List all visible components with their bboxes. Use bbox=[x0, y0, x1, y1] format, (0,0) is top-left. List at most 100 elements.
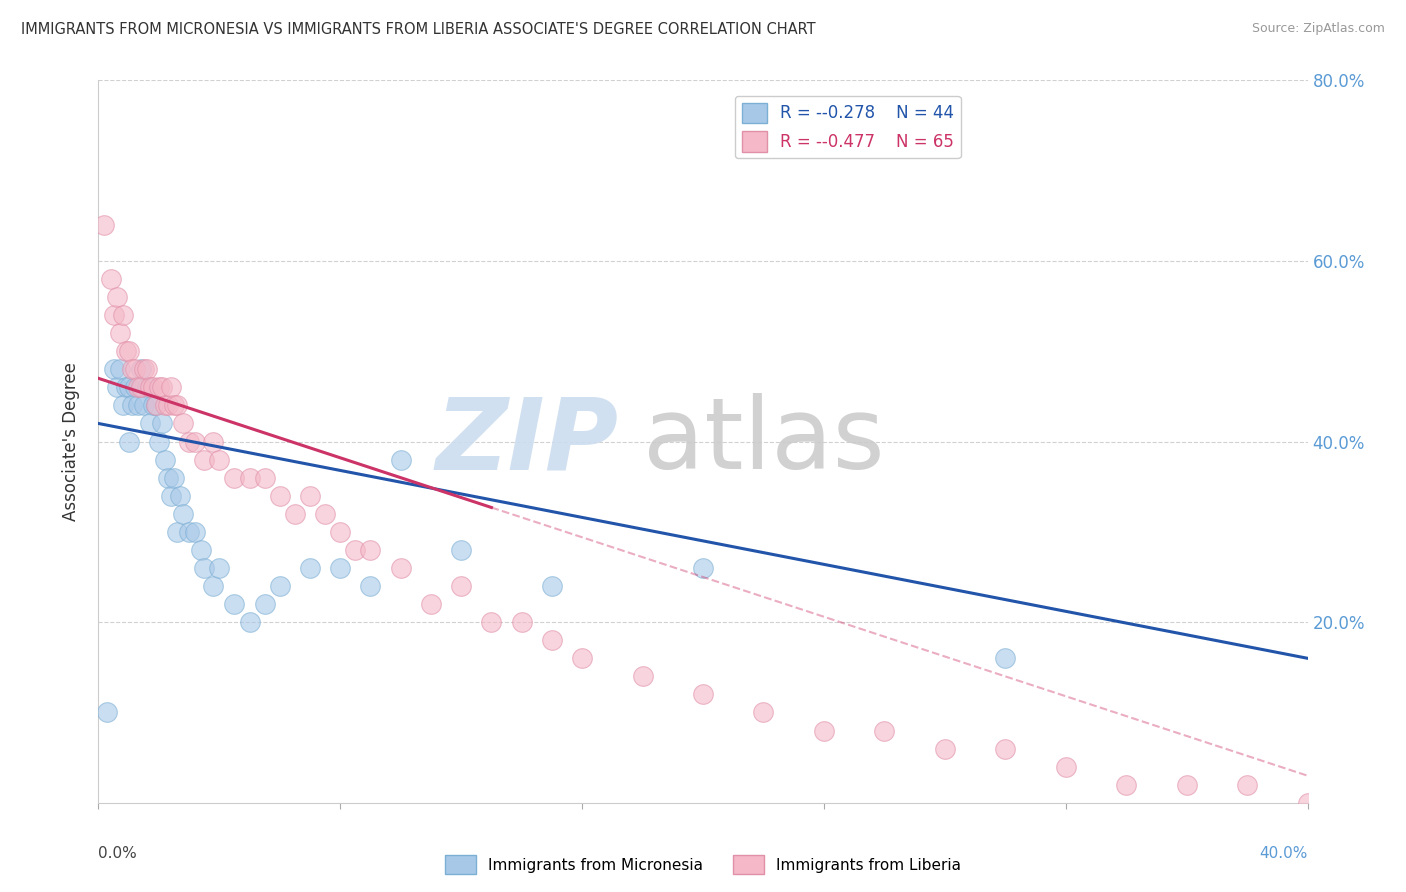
Point bbox=[389, 452, 412, 467]
Point bbox=[179, 434, 201, 449]
Point bbox=[692, 561, 714, 575]
Point bbox=[172, 417, 194, 431]
Point bbox=[114, 344, 136, 359]
Point bbox=[873, 723, 896, 738]
Point bbox=[148, 434, 170, 449]
Point bbox=[127, 398, 149, 412]
Point bbox=[108, 362, 131, 376]
Point bbox=[239, 615, 262, 630]
Point bbox=[299, 561, 322, 575]
Point bbox=[93, 218, 115, 232]
Point bbox=[118, 434, 141, 449]
Point bbox=[103, 362, 125, 376]
Point bbox=[150, 417, 173, 431]
Point bbox=[132, 362, 155, 376]
Point bbox=[184, 524, 207, 539]
Point bbox=[118, 380, 141, 394]
Point bbox=[105, 290, 128, 304]
Point bbox=[193, 452, 215, 467]
Point bbox=[103, 308, 125, 322]
Point bbox=[118, 344, 141, 359]
Point bbox=[96, 706, 118, 720]
Point bbox=[813, 723, 835, 738]
Point bbox=[510, 615, 533, 630]
Point bbox=[132, 398, 155, 412]
Point bbox=[934, 741, 956, 756]
Point bbox=[139, 417, 162, 431]
Point bbox=[314, 507, 336, 521]
Point bbox=[1054, 760, 1077, 774]
Point bbox=[163, 398, 186, 412]
Point bbox=[111, 308, 134, 322]
Point bbox=[124, 362, 146, 376]
Point bbox=[752, 706, 775, 720]
Point bbox=[193, 561, 215, 575]
Point bbox=[224, 597, 246, 611]
Text: ZIP: ZIP bbox=[436, 393, 619, 490]
Point bbox=[135, 380, 157, 394]
Point bbox=[100, 272, 122, 286]
Point bbox=[208, 561, 231, 575]
Point bbox=[1175, 778, 1198, 792]
Point bbox=[1357, 796, 1379, 810]
Point bbox=[150, 380, 173, 394]
Point bbox=[450, 542, 472, 557]
Point bbox=[344, 542, 367, 557]
Point bbox=[124, 380, 146, 394]
Point bbox=[166, 524, 188, 539]
Point bbox=[108, 326, 131, 341]
Text: 0.0%: 0.0% bbox=[98, 847, 138, 861]
Point bbox=[571, 651, 593, 665]
Point bbox=[166, 398, 188, 412]
Point bbox=[153, 452, 176, 467]
Point bbox=[105, 380, 128, 394]
Point bbox=[160, 489, 183, 503]
Point bbox=[145, 398, 167, 412]
Point bbox=[253, 597, 276, 611]
Point bbox=[184, 434, 207, 449]
Point bbox=[360, 542, 382, 557]
Point bbox=[253, 471, 276, 485]
Text: IMMIGRANTS FROM MICRONESIA VS IMMIGRANTS FROM LIBERIA ASSOCIATE'S DEGREE CORRELA: IMMIGRANTS FROM MICRONESIA VS IMMIGRANTS… bbox=[21, 22, 815, 37]
Point bbox=[1115, 778, 1137, 792]
Legend: Immigrants from Micronesia, Immigrants from Liberia: Immigrants from Micronesia, Immigrants f… bbox=[439, 849, 967, 880]
Point bbox=[114, 380, 136, 394]
Point bbox=[160, 380, 183, 394]
Text: 40.0%: 40.0% bbox=[1260, 847, 1308, 861]
Point bbox=[239, 471, 262, 485]
Point bbox=[156, 471, 179, 485]
Point bbox=[121, 362, 143, 376]
Point bbox=[299, 489, 322, 503]
Point bbox=[129, 380, 152, 394]
Y-axis label: Associate's Degree: Associate's Degree bbox=[62, 362, 80, 521]
Point bbox=[284, 507, 307, 521]
Point bbox=[153, 398, 176, 412]
Point bbox=[208, 452, 231, 467]
Point bbox=[145, 398, 167, 412]
Point bbox=[994, 741, 1017, 756]
Point bbox=[179, 524, 201, 539]
Legend: R = --0.278    N = 44, R = --0.477    N = 65: R = --0.278 N = 44, R = --0.477 N = 65 bbox=[735, 95, 960, 158]
Point bbox=[148, 380, 170, 394]
Point bbox=[121, 398, 143, 412]
Point bbox=[329, 561, 352, 575]
Point bbox=[389, 561, 412, 575]
Point bbox=[631, 669, 654, 683]
Point bbox=[994, 651, 1017, 665]
Point bbox=[127, 380, 149, 394]
Point bbox=[540, 633, 562, 648]
Point bbox=[329, 524, 352, 539]
Point bbox=[202, 434, 225, 449]
Point bbox=[135, 362, 157, 376]
Point bbox=[172, 507, 194, 521]
Point bbox=[202, 579, 225, 593]
Point bbox=[420, 597, 443, 611]
Point bbox=[139, 380, 162, 394]
Point bbox=[481, 615, 503, 630]
Point bbox=[111, 398, 134, 412]
Point bbox=[540, 579, 562, 593]
Point bbox=[450, 579, 472, 593]
Point bbox=[269, 579, 291, 593]
Point bbox=[190, 542, 212, 557]
Point bbox=[1296, 796, 1319, 810]
